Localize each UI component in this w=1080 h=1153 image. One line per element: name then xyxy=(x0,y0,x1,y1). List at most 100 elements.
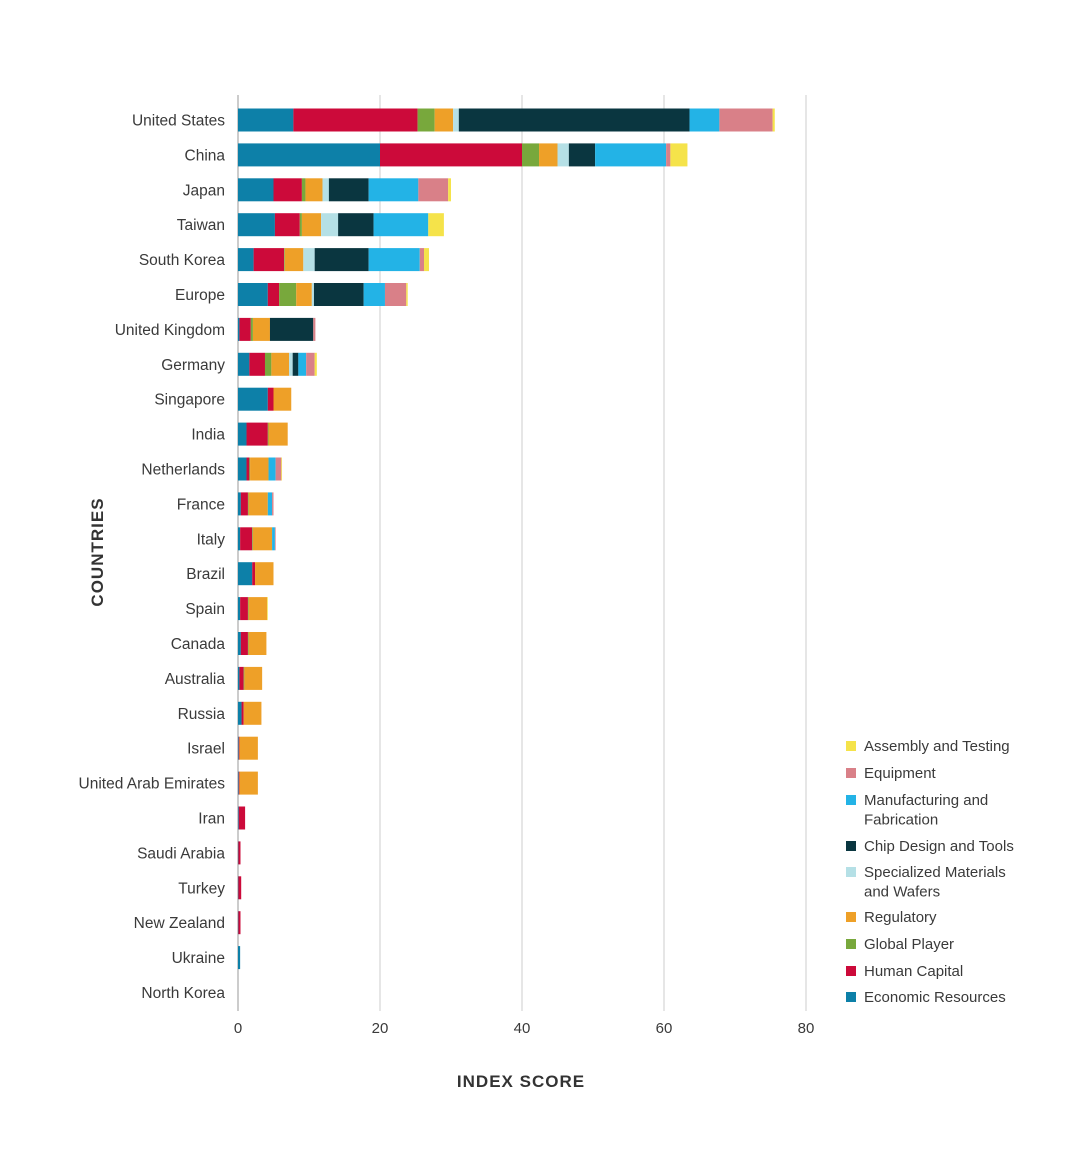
bar-segment xyxy=(301,178,306,202)
bar-segment xyxy=(239,666,244,690)
bar-segment xyxy=(247,492,249,516)
category-label: North Korea xyxy=(141,985,225,1002)
bar-segment xyxy=(240,492,248,516)
legend-label: Chip Design and Tools xyxy=(864,838,1014,855)
bar-segment xyxy=(243,701,262,725)
bar-segment xyxy=(274,213,300,237)
bar-segment xyxy=(448,178,451,202)
bar-segment xyxy=(268,422,288,446)
bar-segment xyxy=(247,597,249,621)
bar-segment xyxy=(568,143,596,167)
category-label: Singapore xyxy=(154,392,225,409)
category-label: Brazil xyxy=(186,566,225,583)
bar-segment xyxy=(238,143,380,167)
bar-segment xyxy=(271,352,290,376)
bar-segment xyxy=(313,283,364,306)
bar-segment xyxy=(338,213,374,237)
bar-segment xyxy=(238,806,239,830)
bar-segment xyxy=(424,248,429,272)
bar-segment xyxy=(238,736,240,760)
bar-segment xyxy=(419,248,425,272)
x-tick-label: 60 xyxy=(656,1020,673,1037)
category-label: Spain xyxy=(185,601,225,618)
bar-segment xyxy=(299,213,302,237)
bar-segment xyxy=(250,317,253,341)
bar-segment xyxy=(384,283,407,306)
bar-segment xyxy=(522,143,540,167)
bar-segment xyxy=(244,666,263,690)
bar-segment xyxy=(272,492,274,516)
legend-label: Assembly and Testing xyxy=(864,738,1010,755)
bar-segment xyxy=(267,492,273,516)
category-label: Israel xyxy=(187,741,225,758)
bar-segment xyxy=(250,457,269,481)
legend-label: Economic Resources xyxy=(864,989,1006,1006)
x-axis-title: INDEX SCORE xyxy=(457,1072,585,1091)
bar-segment xyxy=(238,946,241,970)
bar-segment xyxy=(321,213,339,237)
bar-segment xyxy=(240,527,253,551)
bar-segment xyxy=(238,876,242,900)
bar-segment xyxy=(238,492,241,516)
bar-segment xyxy=(238,108,294,132)
category-label: New Zealand xyxy=(134,915,225,932)
bar-segment xyxy=(406,283,408,306)
bar-segment xyxy=(238,841,241,865)
category-label: Ukraine xyxy=(172,950,225,967)
x-tick-label: 20 xyxy=(372,1020,389,1037)
category-label: Italy xyxy=(197,531,226,548)
x-tick-label: 80 xyxy=(798,1020,815,1037)
legend-swatch xyxy=(846,741,856,751)
bar-segment xyxy=(238,771,240,795)
bar-segment xyxy=(284,248,304,272)
bar-segment xyxy=(292,352,299,376)
legend-swatch xyxy=(846,992,856,1002)
bar-segment xyxy=(279,283,297,306)
bar-segment xyxy=(719,108,773,132)
bar-segment xyxy=(252,527,273,551)
legend-label: Equipment xyxy=(864,765,937,782)
bar-segment xyxy=(264,352,272,376)
bar-segment xyxy=(772,108,775,132)
category-label: China xyxy=(185,147,226,164)
bar-segment xyxy=(238,352,250,376)
bar-segment xyxy=(238,213,275,237)
bar-segment xyxy=(248,492,268,516)
bar-segment xyxy=(289,352,293,376)
bar-segment xyxy=(434,108,454,132)
bar-segment xyxy=(238,422,247,446)
bar-segment xyxy=(238,562,253,586)
bar-segment xyxy=(368,248,420,272)
bar-segment xyxy=(246,457,250,481)
bar-segment xyxy=(281,457,283,481)
bar-segment xyxy=(238,317,240,341)
category-label: Germany xyxy=(161,357,225,374)
category-label: Europe xyxy=(175,287,225,304)
bar-segment xyxy=(363,283,385,306)
bar-segment xyxy=(296,283,312,306)
x-tick-labels: 0 20 40 60 80 xyxy=(234,1020,815,1037)
category-labels: United States China Japan Taiwan South Korea… xyxy=(79,113,226,1003)
bar-segment xyxy=(239,317,251,341)
category-label: Australia xyxy=(165,671,226,688)
bar-segment xyxy=(303,248,315,272)
bar-segment xyxy=(314,352,317,376)
legend-swatch xyxy=(846,867,856,877)
bar-segment xyxy=(243,666,245,690)
bar-segment xyxy=(298,352,307,376)
bar-segment xyxy=(417,108,435,132)
bar-segment xyxy=(248,597,268,621)
bar-segment xyxy=(267,597,268,621)
bar-segment xyxy=(238,736,239,760)
legend-swatch xyxy=(846,768,856,778)
bar-segment xyxy=(268,457,276,481)
bar-segment xyxy=(238,911,241,935)
bar-segment xyxy=(238,632,241,655)
bar-segment xyxy=(689,108,720,132)
bar-segment xyxy=(252,562,256,586)
bar-segment xyxy=(274,527,276,551)
bar-segment xyxy=(239,736,258,760)
bar-segment xyxy=(253,248,285,272)
bar-segment xyxy=(252,317,270,341)
bar-segment xyxy=(301,213,322,237)
